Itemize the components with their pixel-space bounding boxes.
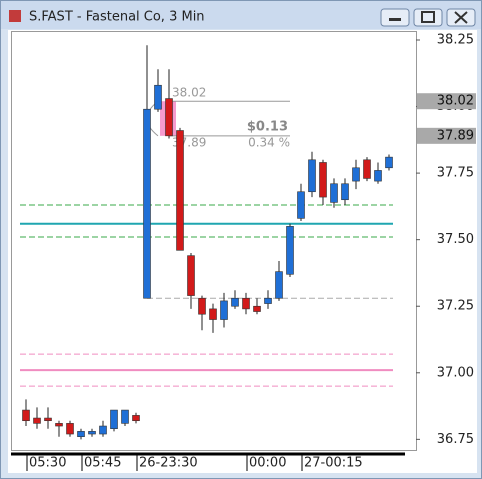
y-tick-label: 37.50	[437, 232, 474, 247]
candle-body	[209, 308, 217, 320]
measure-change: $0.13	[247, 119, 288, 134]
app-icon	[9, 10, 21, 22]
candle-body	[374, 170, 382, 182]
candle-body	[352, 167, 360, 182]
x-tick-label: 26-23:30	[139, 456, 198, 471]
candle-body	[363, 159, 371, 179]
y-tick-label: 37.25	[437, 299, 474, 314]
y-tick-label: 36.75	[437, 432, 474, 447]
candle-body	[66, 423, 74, 435]
candle-body	[220, 300, 228, 320]
candle-body	[33, 417, 41, 424]
measure-percent: 0.34 %	[248, 135, 290, 149]
price-marker-label: 37.89	[437, 128, 474, 143]
minimize-button[interactable]	[380, 8, 410, 27]
y-tick-label: 37.00	[437, 365, 474, 380]
candle-body	[264, 297, 272, 304]
candle-body	[286, 226, 294, 275]
candle-body	[385, 156, 393, 169]
candle-body	[77, 431, 85, 437]
candle-body	[44, 417, 52, 422]
candle-body	[132, 415, 140, 422]
candle-body	[308, 159, 316, 193]
candle-body	[176, 130, 184, 251]
candle-body	[165, 98, 173, 137]
candle-body	[198, 297, 206, 315]
price-marker	[417, 127, 476, 144]
x-tick-label: 05:45	[84, 456, 121, 471]
candle-body	[341, 183, 349, 201]
candle-body	[154, 84, 162, 110]
candle-body	[330, 183, 338, 203]
candle-body	[275, 271, 283, 299]
candle-body	[88, 431, 96, 435]
candle-body	[22, 409, 30, 422]
candle-body	[231, 297, 239, 307]
x-tick-label: 05:30	[29, 456, 66, 471]
candle-body	[253, 305, 261, 312]
x-tick-label: 00:00	[249, 456, 286, 471]
measure-high-label: 38.02	[172, 86, 206, 100]
candle-body	[121, 409, 129, 424]
candle-body	[55, 423, 63, 427]
close-icon	[454, 11, 468, 24]
y-tick-label: 38.25	[437, 32, 474, 47]
window-title: S.FAST - Fastenal Co, 3 Min	[29, 10, 205, 25]
candle-body	[110, 409, 118, 430]
x-tick-label: 27-00:15	[304, 456, 363, 471]
minimize-icon	[389, 18, 401, 21]
candle-body	[319, 162, 327, 198]
price-marker-label: 38.02	[437, 94, 474, 109]
candle-body	[297, 191, 305, 219]
price-marker	[417, 93, 476, 110]
candle-body	[143, 108, 151, 299]
candle-body	[187, 255, 195, 296]
plot-area	[11, 31, 417, 451]
candle-body	[242, 297, 250, 310]
maximize-icon	[421, 11, 435, 23]
y-tick-label: 37.75	[437, 166, 474, 181]
candle-body	[99, 425, 107, 435]
